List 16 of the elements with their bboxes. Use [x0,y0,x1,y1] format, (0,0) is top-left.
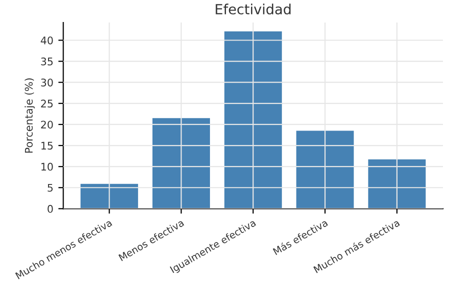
y-tick-label: 5 [48,184,53,192]
y-tick-label: 35 [41,58,53,66]
y-tick-label: 0 [48,204,53,213]
bar [80,184,138,209]
chart-title: Efectividad [216,4,291,14]
bar [152,118,210,209]
y-tick-label: 30 [41,78,53,86]
y-tick-label: 15 [41,142,53,150]
bar [224,31,282,209]
y-tick-label: 25 [41,100,53,108]
y-tick-label: 20 [41,120,53,129]
y-tick-label: 40 [40,36,53,44]
bar [368,159,426,209]
bar [296,130,354,209]
y-tick-label: 10 [41,162,53,171]
y-axis-title: Porcentaje (%) [24,78,35,153]
